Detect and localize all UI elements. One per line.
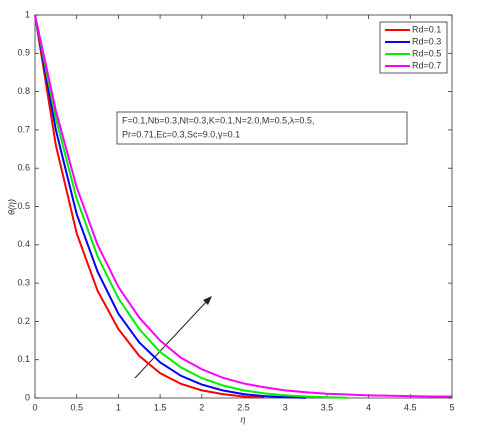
- y-tick-label: 0.5: [17, 201, 30, 211]
- series-line: [34, 14, 452, 398]
- annotation-box: [116, 111, 408, 145]
- trend-arrow: [134, 300, 208, 379]
- legend-box: [379, 21, 448, 74]
- x-tick-label: 0: [32, 402, 37, 412]
- y-tick-label: 0.7: [17, 124, 30, 134]
- x-tick-label: 2: [199, 402, 204, 412]
- x-tick-label: 0.5: [70, 402, 83, 412]
- series-line: [34, 14, 265, 399]
- x-tick-label: 5: [449, 402, 454, 412]
- x-tick-label: 3.5: [321, 402, 334, 412]
- y-tick-label: 0.6: [17, 163, 30, 173]
- x-tick-label: 3: [283, 402, 288, 412]
- x-tick-label: 1.5: [154, 402, 167, 412]
- legend-label: Rd=0.7: [412, 60, 441, 70]
- x-tick-label: 4.5: [404, 402, 417, 412]
- y-tick-label: 0.3: [17, 277, 30, 287]
- legend-label: Rd=0.3: [412, 36, 441, 46]
- y-tick-label: 0.8: [17, 86, 30, 96]
- y-axis-label: θ(η): [6, 199, 16, 215]
- legend-label: Rd=0.5: [412, 48, 441, 58]
- y-tick-label: 0.1: [17, 354, 30, 364]
- annotation-text: Pr=0.71,Ec=0.3,Sc=9.0,γ=0.1: [122, 129, 240, 139]
- legend-label: Rd=0.1: [412, 24, 441, 34]
- series-line: [34, 14, 348, 399]
- x-axis-label: η: [241, 414, 246, 424]
- y-tick-label: 0.9: [17, 48, 30, 58]
- x-tick-label: 2.5: [237, 402, 250, 412]
- y-tick-label: 0.2: [17, 316, 30, 326]
- arrow-head: [203, 296, 212, 305]
- series-line: [34, 14, 307, 399]
- y-tick-label: 0: [25, 392, 30, 402]
- y-tick-label: 0.4: [17, 239, 30, 249]
- x-tick-label: 1: [116, 402, 121, 412]
- x-tick-label: 4: [366, 402, 371, 412]
- y-tick-label: 1: [25, 9, 30, 19]
- annotation-text: F=0.1,Nb=0.3,Nt=0.3,K=0.1,N=2.0,M=0.5,λ=…: [122, 115, 314, 125]
